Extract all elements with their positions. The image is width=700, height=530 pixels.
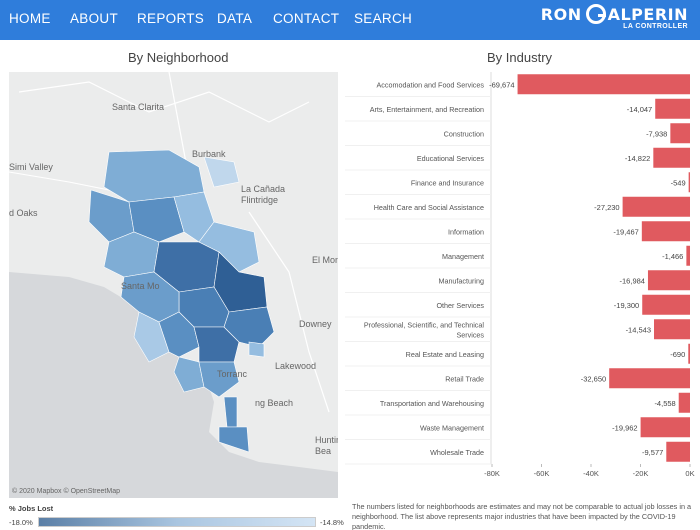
- category-label: Real Estate and Leasing: [406, 350, 484, 359]
- logo-g-icon: [585, 4, 606, 24]
- place-label: El Monte: [312, 255, 338, 265]
- industry-bar: [686, 245, 690, 266]
- category-label: Accomodation and Food Services: [377, 80, 485, 89]
- footnote-text: The numbers listed for neighborhoods are…: [352, 502, 692, 530]
- place-label: d Oaks: [9, 208, 38, 218]
- neighborhood-map[interactable]: Santa Clarita Simi Valley Burbank La Cañ…: [9, 72, 338, 498]
- place-label: ng Beach: [255, 398, 294, 408]
- x-tick-label: -80K: [484, 469, 500, 478]
- category-label: Information: [448, 227, 484, 236]
- place-label: Lakewood: [275, 361, 317, 371]
- category-label: Management: [442, 252, 484, 261]
- industry-bar: [666, 441, 690, 462]
- ocean-shape: [9, 272, 338, 498]
- industry-bar: [655, 98, 690, 119]
- x-tick-label: -40K: [583, 469, 599, 478]
- bar-value-label: -32,650: [581, 374, 606, 383]
- industry-bar-chart: Accomodation and Food Services -69,674 Art…: [345, 72, 695, 495]
- industry-bar: [642, 294, 690, 315]
- industry-title: By Industry: [487, 50, 553, 65]
- logo-subtitle: LA CONTROLLER: [623, 23, 688, 30]
- category-label: Construction: [444, 129, 484, 138]
- bar-value-label: -549: [671, 178, 686, 187]
- category-label: Educational Services: [417, 154, 485, 163]
- bar-value-label: -14,047: [627, 105, 652, 114]
- bar-value-label: -19,962: [612, 423, 637, 432]
- category-label: Wholesale Trade: [430, 448, 484, 457]
- category-label: Manufacturing: [438, 276, 484, 285]
- x-tick-label: 0K: [685, 469, 694, 478]
- nav-search[interactable]: SEARCH: [354, 11, 413, 26]
- industry-bar: [609, 368, 690, 389]
- bar-value-label: -19,300: [614, 301, 639, 310]
- industry-bar: [517, 74, 690, 95]
- x-tick-label: -20K: [633, 469, 649, 478]
- logo-name-rest: ALPERIN: [607, 5, 688, 24]
- bar-value-label: -14,822: [625, 154, 650, 163]
- bar-value-label: -9,577: [642, 448, 663, 457]
- place-label: Santa Clarita: [112, 102, 165, 112]
- neighborhood-regions[interactable]: [88, 149, 275, 453]
- category-label: Professional, Scientific, and Technical S…: [364, 320, 485, 339]
- place-label: Torranc: [217, 369, 248, 379]
- bar-chart-svg: Accomodation and Food Services -69,674 Art…: [345, 72, 695, 495]
- legend-title: % Jobs Lost: [9, 504, 54, 513]
- category-label: Transportation and Warehousing: [380, 399, 484, 408]
- category-label: Other Services: [436, 301, 484, 310]
- industry-bar: [688, 343, 690, 364]
- industry-bar: [647, 270, 690, 291]
- legend-min-label: -18.0%: [9, 518, 33, 527]
- bar-value-label: -1,466: [662, 252, 683, 261]
- bar-value-label: -19,467: [613, 227, 638, 236]
- industry-bar: [688, 172, 690, 193]
- nav-contact[interactable]: CONTACT: [273, 11, 340, 26]
- category-label: Retail Trade: [445, 374, 484, 383]
- map-credit[interactable]: © 2020 Mapbox © OpenStreetMap: [12, 488, 120, 495]
- category-label: Finance and Insurance: [411, 178, 484, 187]
- nav-data[interactable]: DATA: [217, 11, 253, 26]
- nav-reports[interactable]: REPORTS: [137, 11, 205, 26]
- industry-bar: [622, 196, 690, 217]
- bar-value-label: -27,230: [594, 203, 619, 212]
- industry-bar: [653, 147, 690, 168]
- legend-gradient-bar: [38, 517, 316, 527]
- bar-value-label: -7,938: [646, 129, 667, 138]
- bar-value-label: -16,984: [620, 276, 645, 285]
- industry-bar: [670, 123, 690, 144]
- bar-value-label: -69,674: [489, 80, 514, 89]
- nav-about[interactable]: ABOUT: [70, 11, 119, 26]
- x-tick-label: -60K: [534, 469, 550, 478]
- map-canvas: [9, 72, 338, 498]
- industry-bar: [678, 392, 690, 413]
- ron-galperin-logo[interactable]: RON ALPERIN LA CONTROLLER: [541, 4, 688, 30]
- place-label: La Cañada Flintridge: [241, 184, 286, 205]
- bar-value-label: -14,543: [626, 325, 651, 334]
- category-label: Health Care and Social Assistance: [374, 203, 484, 212]
- legend-max-label: -14.8%: [320, 518, 344, 527]
- nav-home[interactable]: HOME: [9, 11, 51, 26]
- place-label: Huntin Bea: [315, 435, 338, 456]
- top-navigation-bar: HOME ABOUT REPORTS DATA CONTACT SEARCH R…: [0, 0, 700, 40]
- map-title: By Neighborhood: [128, 50, 229, 65]
- industry-bar: [640, 417, 690, 438]
- place-label: Santa Mo: [121, 281, 160, 291]
- category-label: Waste Management: [420, 423, 484, 432]
- logo-name-first: RON: [540, 5, 582, 24]
- place-label: Downey: [299, 319, 332, 329]
- category-label: Arts, Entertainment, and Recreation: [370, 105, 484, 114]
- bar-value-label: -4,558: [654, 399, 675, 408]
- industry-bar: [654, 319, 690, 340]
- place-label: Burbank: [192, 149, 226, 159]
- place-label: Simi Valley: [9, 162, 53, 172]
- industry-bar: [641, 221, 690, 242]
- bar-value-label: -690: [670, 350, 685, 359]
